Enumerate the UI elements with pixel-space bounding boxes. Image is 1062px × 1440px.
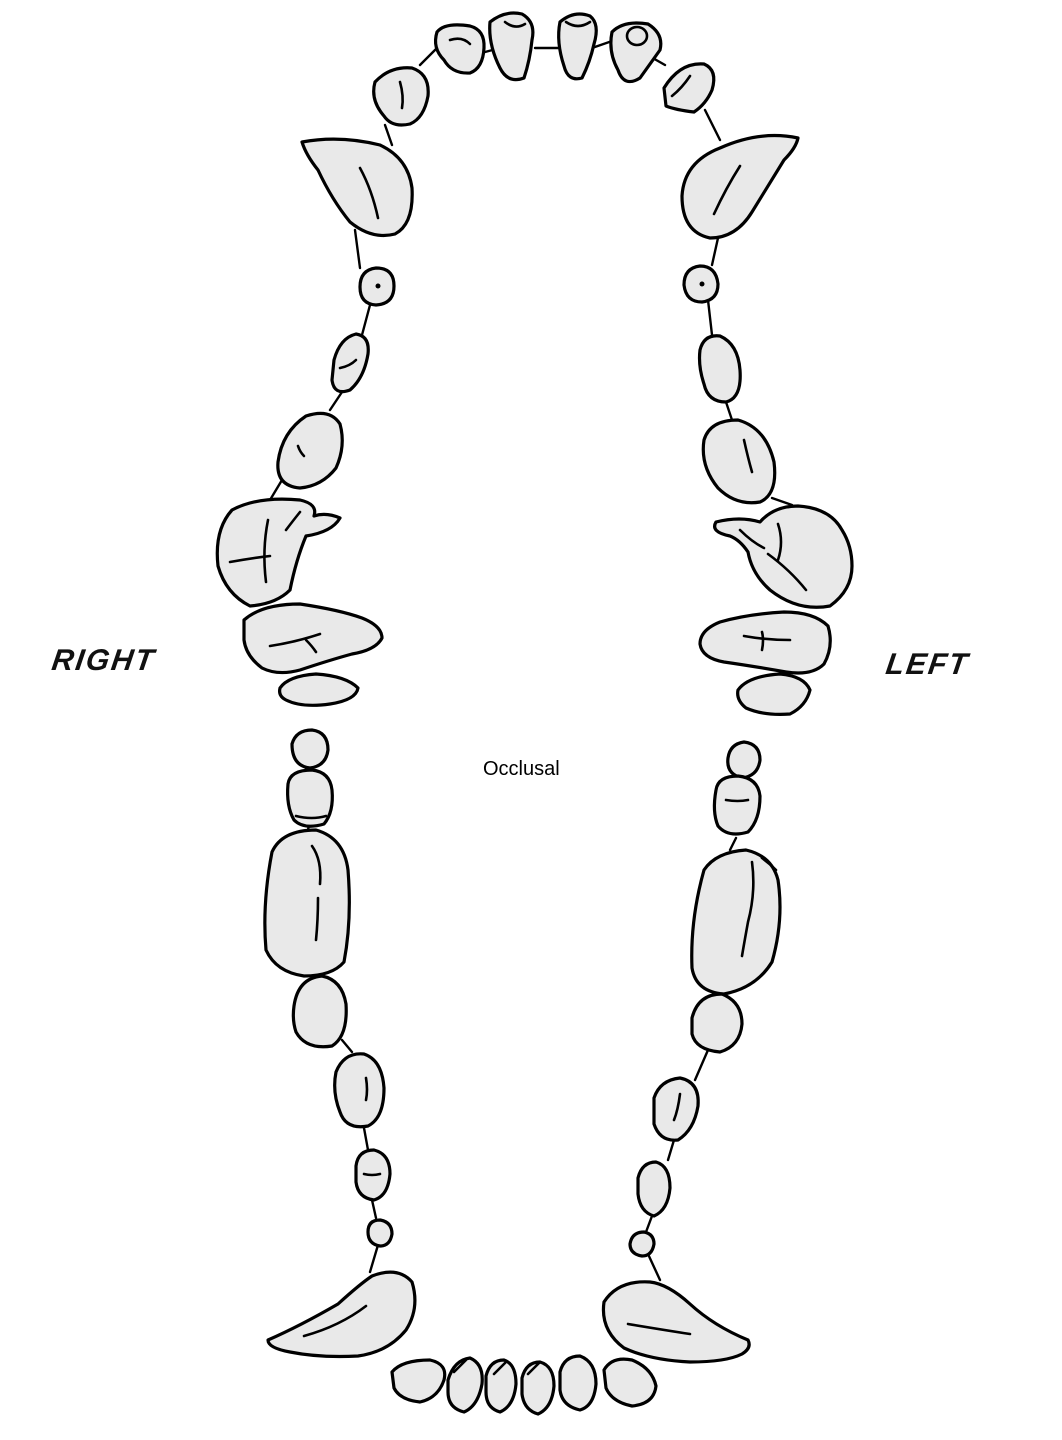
upper-left-molar-1-tooth [698,610,832,675]
groove [503,20,527,28]
groove [742,634,792,642]
groove [310,844,322,886]
upper-right-premolar-2-tooth [330,332,370,394]
groove [398,80,404,110]
view-label: Occlusal [483,758,560,780]
upper-left-incisor-3-tooth [609,21,663,84]
groove [263,518,270,584]
lower-right-molar-3-tooth [290,728,330,770]
lower-right-incisor-2-tooth [446,1356,484,1414]
upper-left-premolar-3-tooth [701,418,777,505]
upper-left-carnassial-tooth [713,504,854,609]
groove [760,856,778,872]
groove [338,358,358,370]
groove [742,438,754,474]
lower-left-molar-2-tooth [712,774,762,836]
upper-right-incisor-2-tooth [488,11,535,82]
groove [452,1358,542,1376]
groove [740,860,755,958]
upper-left-lateral-incisor-tooth [662,62,716,114]
groove [670,74,692,98]
groove [268,632,322,648]
lower-right-premolar-4-tooth [291,974,348,1049]
lower-right-carnassial-tooth [263,828,351,978]
lower-left-molar-3-tooth [726,740,762,780]
lower-left-premolar-2-tooth [636,1160,672,1218]
groove [776,522,783,562]
dot [375,283,381,289]
groove [304,638,318,654]
lower-left-premolar-4-tooth [690,992,744,1054]
groove [724,798,750,803]
upper-left-molar-2-tooth [736,672,812,716]
left-side-label: LEFT [883,648,972,681]
upper-left-canine-tooth [680,133,800,240]
upper-right-lateral-incisor-tooth [372,66,430,127]
lower-left-incisor-2-tooth [558,1354,598,1412]
groove [364,1076,369,1102]
groove [712,164,742,216]
upper-right-canine-tooth [300,137,414,238]
groove [766,552,808,592]
lower-right-premolar-1-tooth [366,1218,394,1248]
groove [760,630,765,652]
upper-right-molar-2-tooth [278,672,360,707]
groove [362,1172,382,1177]
upper-right-molar-1-tooth [242,602,384,675]
groove [358,166,380,220]
upper-arch-outline-right [268,43,442,502]
groove [284,510,302,532]
groove [302,1304,368,1338]
groove [564,20,592,28]
lower-left-carnassial-tooth [690,848,782,996]
groove [228,554,272,564]
lower-left-canine-tooth [601,1280,751,1364]
groove [296,444,306,458]
groove [294,814,328,820]
groove [314,896,320,942]
lower-right-incisor-3-tooth [390,1358,447,1404]
upper-right-carnassial-tooth [215,497,342,608]
upper-left-incisor-2-tooth [557,12,598,81]
groove [672,1092,682,1122]
lower-left-premolar-1-tooth [628,1230,656,1258]
lower-left-incisor-1-tooth [520,1360,556,1416]
right-side-label: RIGHT [49,644,158,677]
upper-right-premolar-3-tooth [276,411,344,490]
dot [699,281,705,287]
upper-left-premolar-2-tooth [697,334,742,404]
lower-arch [263,728,782,1416]
groove [448,37,472,46]
groove [625,25,649,47]
lower-right-premolar-3-tooth [333,1052,386,1129]
upper-right-incisor-3-tooth [433,23,486,75]
lower-left-incisor-3-tooth [602,1357,658,1408]
lower-right-canine-tooth [266,1270,417,1359]
upper-arch [215,11,854,716]
groove [738,528,766,550]
groove [626,1322,692,1336]
lower-right-molar-2-tooth [286,768,334,828]
